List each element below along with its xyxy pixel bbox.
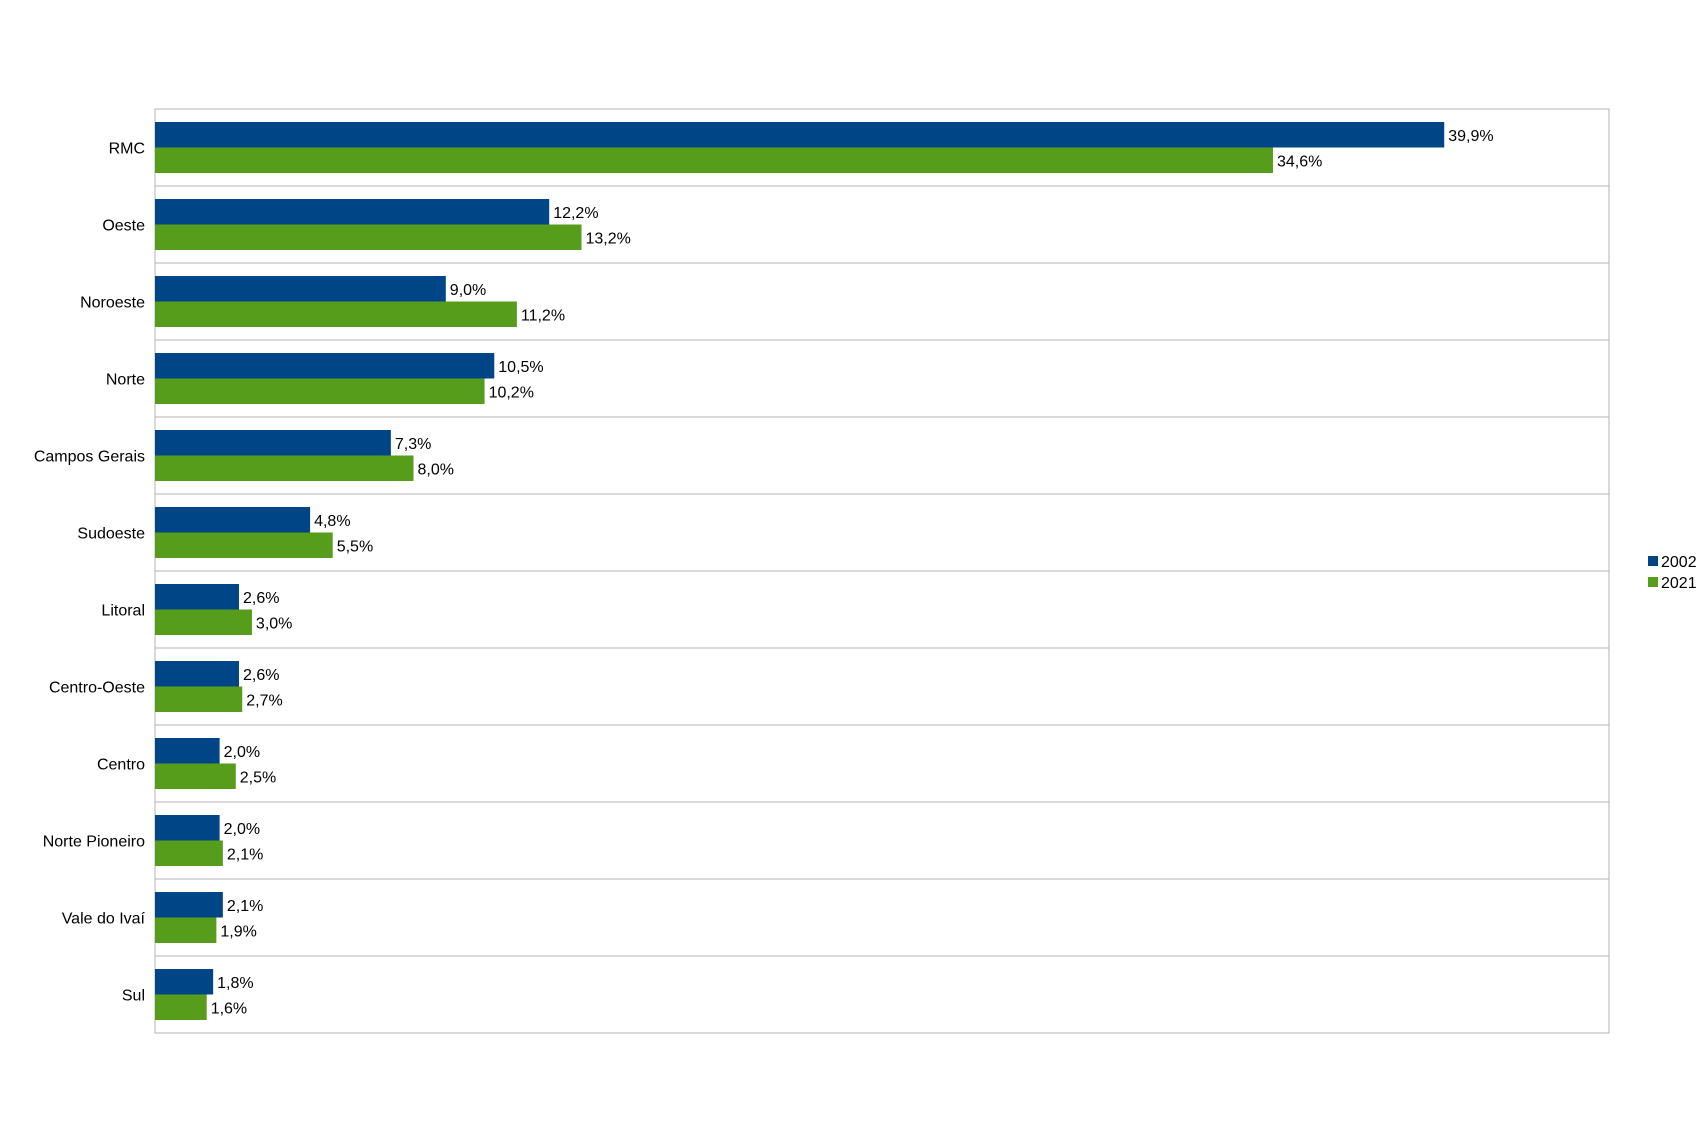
category-label: Litoral [101,603,145,620]
bar-2021-centro-oeste [155,686,243,712]
bar-2002-sul [155,969,214,995]
category-label: Centro [97,757,145,774]
bar-2021-litoral [155,609,252,635]
bar-2021-oeste [155,224,582,250]
legend-label: 2002 [1661,554,1697,571]
data-label: 2,6% [243,667,279,684]
legend-swatch [1648,556,1658,566]
bar-2021-rmc [155,147,1273,173]
category-label: Vale do Ivaí [62,911,146,928]
bar-2002-vale-do-ivaí [155,892,223,918]
data-label: 2,0% [224,744,260,761]
bar-2021-campos-gerais [155,455,414,481]
bar-2002-norte [155,353,495,379]
data-label: 3,0% [256,615,292,632]
data-label: 11,2% [521,307,565,324]
bar-2002-rmc [155,122,1445,148]
data-label: 7,3% [395,436,431,453]
data-label: 10,5% [498,359,543,376]
grid-layer [154,108,1610,1034]
bar-2002-norte-pioneiro [155,815,220,841]
category-label: Oeste [102,218,145,235]
data-label: 9,0% [450,282,486,299]
category-label: RMC [109,141,145,158]
category-label: Noroeste [80,295,145,312]
bar-2021-norte [155,378,485,404]
data-label: 2,0% [224,821,260,838]
data-label: 1,9% [220,923,256,940]
data-label: 13,2% [586,230,631,247]
data-label: 2,6% [243,590,279,607]
data-label: 4,8% [314,513,350,530]
data-label: 8,0% [417,461,453,478]
data-label: 39,9% [1448,128,1493,145]
category-label: Campos Gerais [34,449,145,466]
data-label: 2,7% [246,692,282,709]
bar-2021-noroeste [155,301,517,327]
bar-2002-litoral [155,584,240,610]
data-label: 5,5% [337,538,373,555]
category-label: Norte [106,372,145,389]
bar-2021-vale-do-ivaí [155,917,217,943]
data-label: 2,1% [227,846,263,863]
bar-2021-sudoeste [155,532,333,558]
bar-2002-campos-gerais [155,430,391,456]
bar-2002-centro [155,738,220,764]
legend-swatch [1648,577,1658,587]
data-label: 2,1% [227,898,263,915]
data-label: 10,2% [489,384,534,401]
legend-label: 2021 [1661,575,1697,592]
bar-2002-centro-oeste [155,661,240,687]
bar-2002-noroeste [155,276,446,302]
category-label: Sudoeste [77,526,145,543]
data-label: 34,6% [1277,153,1322,170]
bar-2021-norte-pioneiro [155,840,223,866]
data-label: 12,2% [553,205,598,222]
bar-2002-sudoeste [155,507,311,533]
data-label: 1,8% [217,975,253,992]
bar-2002-oeste [155,199,550,225]
bar-2021-centro [155,763,236,789]
labels-layer: RMC 39,9% 34,6% Oeste 12,2% 13,2% Noroeste 9,0%… [34,128,1494,1018]
category-label: Sul [122,988,145,1005]
data-label: 1,6% [211,1000,247,1017]
data-label: 2,5% [240,769,276,786]
legend: 2002 2021 [1648,554,1697,592]
category-label: Centro-Oeste [49,680,145,697]
bar-2021-sul [155,994,207,1020]
bars-layer [155,122,1445,1020]
category-label: Norte Pioneiro [43,834,145,851]
